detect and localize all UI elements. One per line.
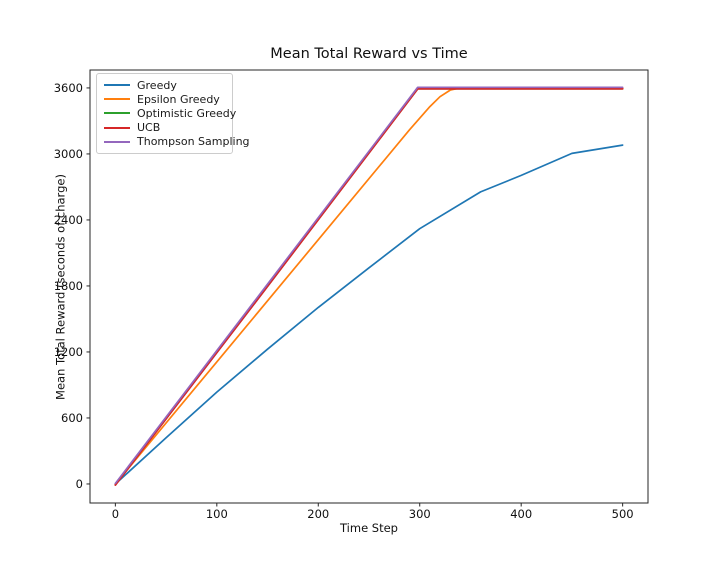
legend-item-ucb: UCB [104,121,224,135]
legend-item-thompson-sampling: Thompson Sampling [104,135,250,149]
legend-line-swatch [104,98,130,101]
axes-frame [89,69,649,504]
legend-label: Thompson Sampling [137,135,250,149]
series-line-thompson-sampling [114,86,624,485]
legend-line-swatch [104,84,130,87]
legend-item-epsilon-greedy: Epsilon Greedy [104,92,224,106]
y-tick-label: 600 [61,411,83,425]
x-tick-label: 200 [307,507,329,521]
legend-item-greedy: Greedy [104,78,224,92]
y-tick-label: 2400 [54,213,83,227]
legend-label: Epsilon Greedy [137,92,220,106]
legend-label: Optimistic Greedy [137,106,237,120]
legend-line-swatch [104,126,130,129]
legend-line-swatch [104,112,130,115]
legend-label: UCB [137,121,161,135]
chart-title: Mean Total Reward vs Time [270,46,468,62]
x-tick-label: 300 [409,507,431,521]
series-line-greedy [114,144,624,485]
series-line-ucb [114,87,624,486]
y-tick-label: 3000 [54,147,83,161]
y-tick-label: 1200 [54,345,83,359]
y-tick-label: 1800 [54,279,83,293]
legend: Greedy Epsilon Greedy Optimistic Greedy UCB… [96,73,250,154]
x-tick-label: 0 [112,507,119,521]
legend-label: Greedy [137,78,177,92]
y-axis-label: Mean Total Reward (seconds of charge) [53,174,68,400]
x-tick-label: 500 [612,507,634,521]
x-axis-label: Time Step [340,521,398,535]
x-tick-label: 400 [510,507,532,521]
x-tick-label: 100 [206,507,228,521]
y-tick-label: 0 [76,477,83,491]
legend-item-optimistic-greedy: Optimistic Greedy [104,106,236,120]
y-tick-label: 3600 [54,81,83,95]
legend-line-swatch [104,140,130,143]
